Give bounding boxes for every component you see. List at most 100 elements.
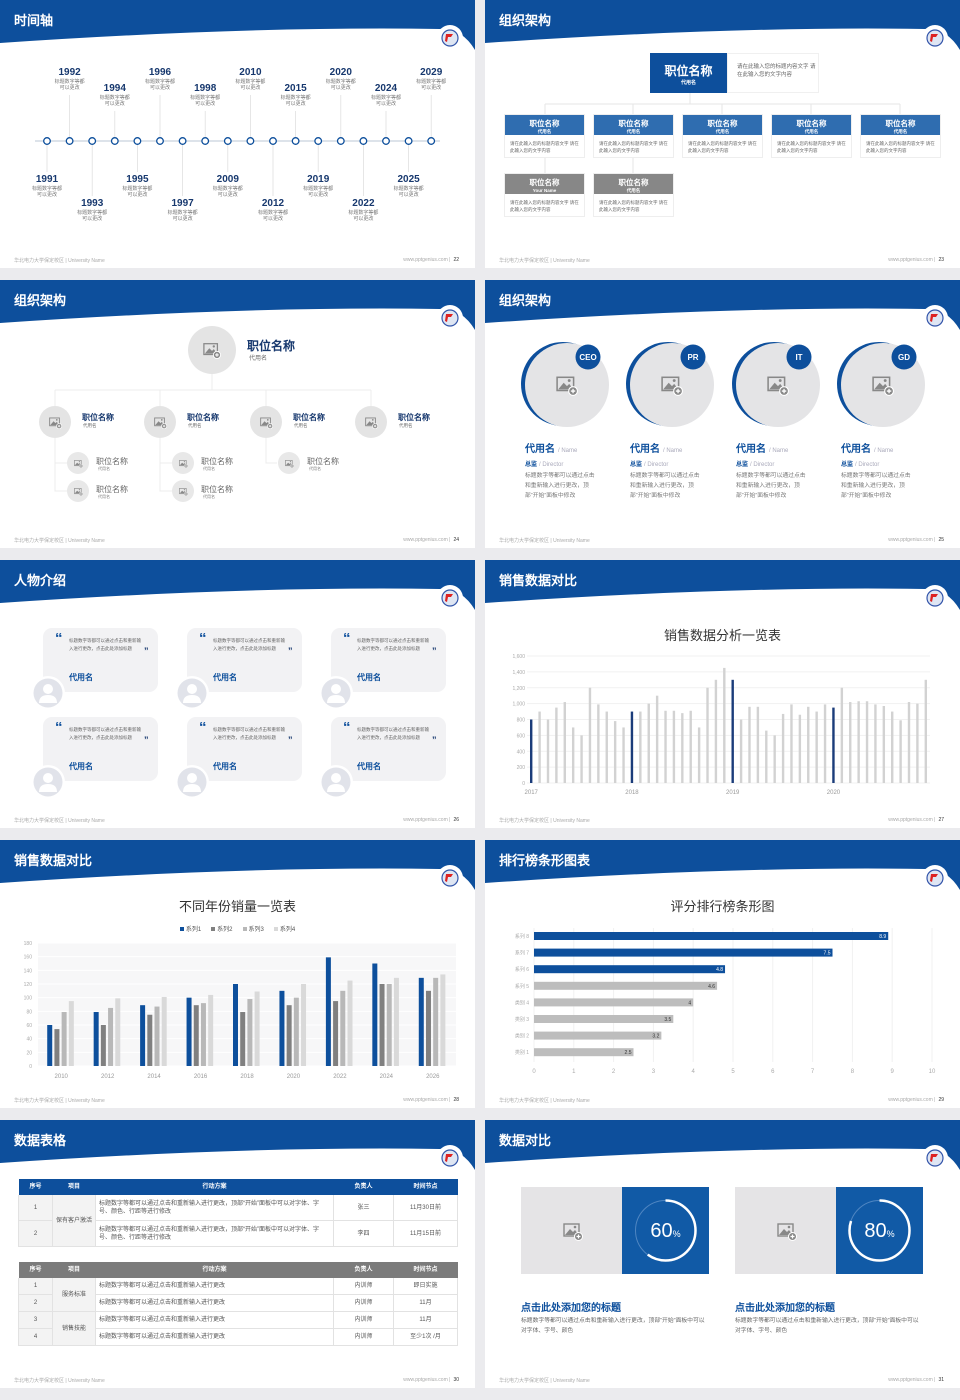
member-title: 职位名称 bbox=[96, 457, 128, 466]
bar bbox=[723, 667, 726, 783]
bar bbox=[731, 679, 734, 783]
position-desc: 请在此输入您的标题内容文字 请在此输入您的文字内容 bbox=[777, 141, 846, 153]
bar bbox=[891, 711, 894, 783]
ring-progress bbox=[848, 1199, 911, 1262]
group-name: 代用名 bbox=[188, 423, 202, 428]
quote-card: “ 标题数字等都可以通过点击和重新输入进行更改，点击此处添加标题” 代用名 bbox=[331, 628, 446, 692]
x-tick-label: 7 bbox=[811, 1069, 815, 1075]
row-number: 1 bbox=[18, 1194, 53, 1221]
bar bbox=[706, 687, 709, 783]
quote-author: 代用名 bbox=[357, 673, 381, 682]
member-name-en: / Name bbox=[663, 448, 683, 454]
y-category-label: 系列 5 bbox=[515, 983, 529, 990]
x-tick-label: 2017 bbox=[525, 790, 539, 796]
event-text: 标题数字等都可以更改 bbox=[99, 95, 130, 107]
member-name: 代用名 bbox=[309, 466, 321, 471]
icon-plus bbox=[79, 492, 82, 495]
bar bbox=[534, 1031, 662, 1040]
event-year: 2022 bbox=[352, 198, 375, 209]
bar bbox=[147, 1014, 153, 1066]
bar bbox=[433, 977, 439, 1066]
x-tick-label: 2026 bbox=[426, 1074, 440, 1080]
position-desc: 请在此输入您的标题内容文字 请在此输入您的文字内容 bbox=[510, 200, 579, 212]
avatar-body bbox=[327, 784, 345, 792]
footer-school: 华北电力大学保定校区 | University Name bbox=[499, 258, 590, 264]
item-heading[interactable]: 点击此处添加您的标题 bbox=[521, 1303, 621, 1314]
quote-author: 代用名 bbox=[69, 762, 93, 771]
icon-sun bbox=[573, 1225, 577, 1229]
header-wave bbox=[485, 0, 960, 50]
quote-author: 代用名 bbox=[213, 673, 237, 682]
icon-frame bbox=[777, 1223, 794, 1237]
bar bbox=[534, 1048, 634, 1057]
member-photo bbox=[67, 452, 89, 474]
event-text: 标题数字等都可以更改 bbox=[393, 186, 424, 198]
row-number: 1 bbox=[18, 1277, 53, 1295]
member-role: 总监 bbox=[525, 462, 538, 468]
icon-frame bbox=[153, 416, 165, 426]
bar bbox=[372, 963, 378, 1066]
member-desc: 标题数字等都可以通过点击和重新输入进行更改，顶部“开始”面板中修改 bbox=[841, 473, 911, 499]
y-tick-label: 1,200 bbox=[512, 686, 525, 692]
connector-lines bbox=[54, 374, 372, 492]
member-role-en: / Director bbox=[855, 462, 880, 468]
bar-value-label: 4.6 bbox=[708, 984, 715, 990]
bar bbox=[347, 980, 353, 1066]
footer-right: www.pptgenius.com | 31 bbox=[888, 1377, 944, 1383]
slide-1: 时间轴 华北电力大学保定校区 | University Name www.pptge… bbox=[0, 0, 475, 268]
quote-text: 标题数字等都可以通过点击和重新输入进行更改，点击此处添加标题 bbox=[357, 638, 429, 651]
timeline-event: 2029 标题数字等都可以更改 bbox=[411, 67, 451, 91]
logo-mark bbox=[445, 34, 453, 42]
icon-plus bbox=[57, 424, 60, 427]
x-tick-label: 2024 bbox=[380, 1074, 394, 1080]
icon-mountain bbox=[179, 490, 186, 493]
header-band bbox=[485, 560, 960, 610]
icon-sun bbox=[160, 418, 163, 421]
icon-mountain bbox=[179, 462, 186, 465]
avatar-head bbox=[187, 773, 197, 783]
ring-progress bbox=[634, 1199, 697, 1262]
timeline-node bbox=[314, 137, 323, 145]
icon-frame bbox=[563, 1223, 580, 1237]
column-header: 时间节点 bbox=[413, 1266, 438, 1273]
legend-item: 系列1 bbox=[179, 927, 201, 933]
avatar-head bbox=[331, 684, 341, 694]
icon-mountain bbox=[74, 462, 81, 465]
school-logo bbox=[922, 1145, 948, 1171]
group-title: 职位名称 bbox=[293, 413, 325, 422]
bar bbox=[714, 679, 718, 783]
x-tick-label: 4 bbox=[692, 1069, 696, 1075]
bar bbox=[773, 735, 776, 783]
footer-right: www.pptgenius.com | 28 bbox=[403, 1097, 459, 1103]
position-card: 职位名称 Your Name 请在此输入您的标题内容文字 请在此输入您的文字内容 bbox=[504, 173, 585, 217]
logo-mark bbox=[445, 314, 453, 322]
row-group: 服务标准 bbox=[52, 1277, 96, 1312]
bar-value-label: 8.9 bbox=[879, 934, 886, 940]
member-name-en: / Name bbox=[769, 448, 789, 454]
legend-label: 系列3 bbox=[248, 927, 264, 933]
event-text: 标题数字等都可以更改 bbox=[144, 79, 175, 91]
footer-url: www.pptgenius.com | bbox=[888, 257, 936, 263]
header-band bbox=[0, 280, 475, 330]
page-number: 25 bbox=[938, 537, 944, 543]
icon-plus bbox=[675, 388, 681, 394]
y-category-label: 类别 3 bbox=[515, 1016, 529, 1023]
position-name: 代用名 bbox=[537, 129, 552, 134]
member-name: 代用名 bbox=[203, 466, 215, 471]
page-number: 22 bbox=[453, 257, 459, 263]
bar bbox=[588, 687, 592, 783]
school-logo bbox=[437, 585, 463, 611]
school-logo bbox=[437, 1145, 463, 1171]
bar bbox=[186, 997, 192, 1066]
bar bbox=[697, 727, 701, 783]
avatar-head bbox=[187, 684, 197, 694]
item-heading[interactable]: 点击此处添加您的标题 bbox=[735, 1303, 835, 1314]
bar bbox=[279, 990, 285, 1066]
y-tick-label: 160 bbox=[24, 955, 33, 961]
footer-school: 华北电力大学保定校区 | University Name bbox=[14, 818, 105, 824]
member-role-line: 总监 / Director bbox=[525, 453, 563, 471]
footer-url: www.pptgenius.com | bbox=[888, 537, 936, 543]
legend-swatch bbox=[242, 927, 247, 931]
icon-mountain bbox=[663, 382, 678, 390]
image-placeholder-icon bbox=[556, 376, 578, 396]
